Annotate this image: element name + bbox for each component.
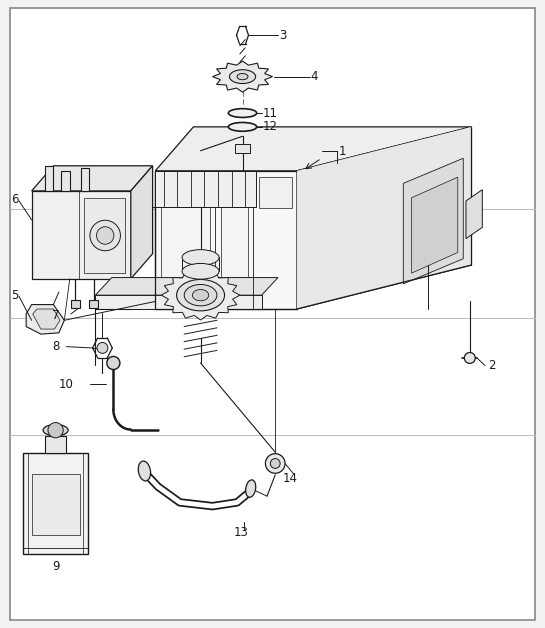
Polygon shape [155,171,256,207]
Polygon shape [95,295,262,309]
Ellipse shape [228,122,257,131]
Bar [45,166,53,191]
Polygon shape [221,202,248,296]
Polygon shape [161,177,210,196]
Text: 11: 11 [263,107,278,119]
Text: 7: 7 [52,309,59,322]
Polygon shape [23,453,88,554]
Text: 1: 1 [339,146,347,158]
Bar [89,300,98,308]
Polygon shape [95,278,278,295]
Polygon shape [213,61,272,92]
Ellipse shape [184,284,217,306]
Circle shape [90,220,120,251]
Text: 6: 6 [11,193,19,206]
Text: 9: 9 [52,560,59,573]
Text: 12: 12 [263,121,278,133]
Text: 4: 4 [311,70,318,83]
Bar [81,168,89,191]
Polygon shape [466,190,482,239]
Text: 14: 14 [282,472,298,485]
Polygon shape [411,177,458,273]
Text: 13: 13 [233,526,248,539]
Circle shape [97,342,108,354]
Ellipse shape [192,290,209,301]
Polygon shape [221,177,248,196]
Polygon shape [26,305,64,334]
Polygon shape [297,127,471,309]
Ellipse shape [182,249,219,265]
Ellipse shape [43,425,68,436]
Bar [32,474,80,535]
Ellipse shape [229,70,256,84]
Ellipse shape [138,461,150,481]
Ellipse shape [228,109,257,117]
Bar [71,300,80,308]
Text: 8: 8 [52,340,59,353]
Polygon shape [131,166,153,279]
Circle shape [107,357,120,369]
Polygon shape [297,127,471,309]
Polygon shape [45,436,66,453]
Polygon shape [259,177,292,208]
Polygon shape [161,202,210,296]
Polygon shape [33,309,60,329]
Circle shape [96,227,114,244]
Circle shape [48,423,63,438]
Polygon shape [155,127,471,171]
Ellipse shape [237,73,248,80]
Bar [235,144,250,153]
Text: 5: 5 [11,289,19,301]
Polygon shape [84,198,125,273]
Circle shape [265,453,285,474]
Bar [61,171,70,191]
Polygon shape [161,270,240,320]
Polygon shape [32,166,153,191]
Ellipse shape [177,279,225,311]
Polygon shape [403,158,463,284]
Circle shape [464,352,475,364]
Polygon shape [32,191,131,279]
Polygon shape [155,171,297,309]
Text: 10: 10 [59,378,74,391]
Text: 2: 2 [488,359,495,372]
Circle shape [270,458,280,468]
Text: 3: 3 [279,29,287,41]
Ellipse shape [246,480,256,497]
Ellipse shape [182,263,219,279]
